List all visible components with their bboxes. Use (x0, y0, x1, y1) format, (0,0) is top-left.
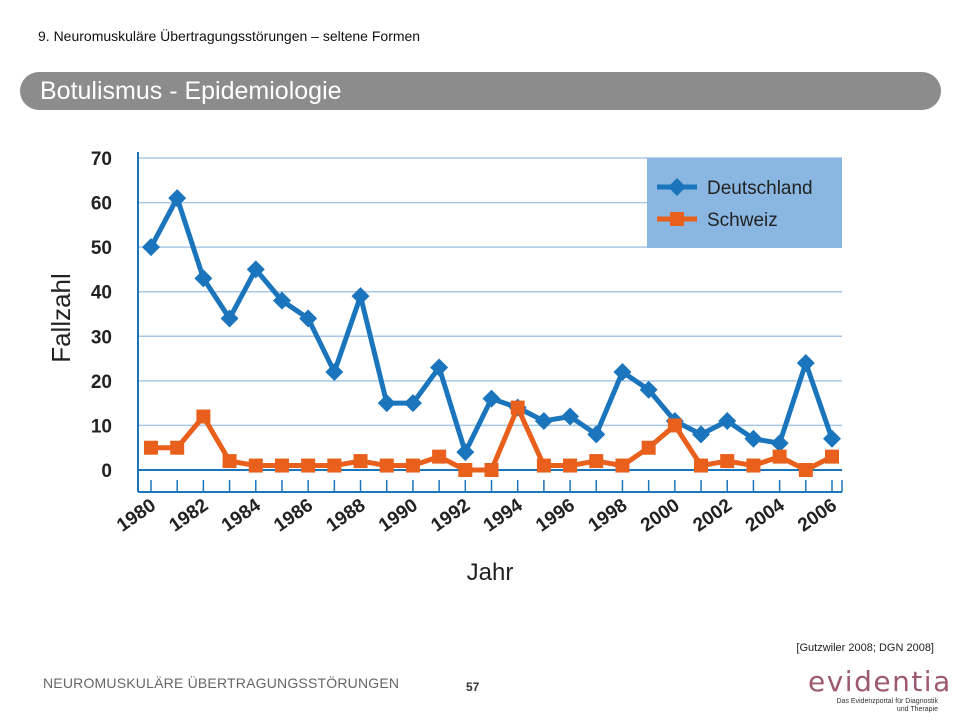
logo-tagline-line1: Das Evidenzportal für Diagnostik (836, 698, 938, 705)
data-point-deutschland (325, 362, 344, 381)
x-tick-label: 1984 (218, 495, 265, 537)
data-point-schweiz (432, 449, 447, 464)
logo-tagline: Das Evidenzportal für Diagnostik und The… (808, 698, 938, 714)
data-point-deutschland (194, 269, 213, 288)
data-point-schweiz (144, 440, 158, 455)
logo-wordmark: evidentia (808, 665, 952, 698)
data-point-deutschland (142, 238, 160, 257)
data-point-schweiz (667, 418, 682, 433)
data-point-deutschland (403, 394, 422, 413)
data-point-schweiz (484, 463, 499, 477)
data-point-schweiz (746, 458, 761, 473)
citation: [Gutzwiler 2008; DGN 2008] (796, 642, 934, 654)
data-point-schweiz (248, 458, 263, 473)
data-point-schweiz (274, 458, 289, 473)
data-point-deutschland (744, 429, 763, 448)
x-tick-label: 1990 (375, 495, 422, 536)
x-tick-label: 1996 (532, 495, 579, 536)
x-tick-label: 1980 (113, 495, 160, 536)
x-tick-label: 1982 (166, 495, 213, 536)
data-point-schweiz (379, 458, 394, 473)
y-tick-label: 0 (101, 461, 112, 482)
evidentia-logo: evidentia Das Evidenzportal für Diagnost… (808, 665, 952, 714)
data-point-schweiz (510, 400, 525, 415)
x-tick-label: 2000 (637, 495, 684, 536)
data-point-schweiz (694, 458, 709, 473)
section-title: 9. Neuromuskuläre Übertragungsstörungen … (38, 28, 421, 44)
data-point-schweiz (170, 440, 185, 455)
x-tick-label: 1994 (480, 495, 527, 537)
data-point-schweiz (772, 449, 787, 464)
data-point-deutschland (796, 354, 815, 373)
x-tick-label: 2002 (689, 495, 736, 536)
data-point-schweiz (563, 458, 578, 473)
data-point-schweiz (458, 463, 473, 477)
x-tick-label: 2006 (794, 495, 841, 536)
data-point-deutschland (430, 358, 449, 377)
x-tick-label: 1988 (323, 495, 370, 536)
data-point-schweiz (798, 463, 813, 477)
x-axis-label: Jahr (467, 559, 514, 586)
data-point-deutschland (220, 309, 239, 328)
data-point-schweiz (196, 409, 211, 424)
legend-label-deutschland: Deutschland (707, 178, 813, 199)
data-point-deutschland (351, 287, 370, 306)
data-point-schweiz (353, 454, 368, 469)
data-point-deutschland (718, 411, 737, 430)
slide-title: Botulismus - Epidemiologie (40, 77, 342, 105)
x-tick-label: 2004 (742, 495, 789, 537)
x-tick-label: 1986 (270, 495, 317, 536)
page-number: 57 (466, 680, 480, 694)
data-point-deutschland (168, 189, 187, 208)
x-tick-label: 1998 (585, 495, 632, 536)
footer-text: NEUROMUSKULÄRE ÜBERTRAGUNGSSTÖRUNGEN (43, 675, 400, 691)
data-point-schweiz (720, 454, 735, 469)
y-tick-label: 20 (91, 372, 112, 393)
logo-tagline-line2: und Therapie (896, 706, 938, 713)
data-point-deutschland (639, 380, 658, 399)
data-point-schweiz (301, 458, 316, 473)
data-point-schweiz (589, 454, 604, 469)
data-point-deutschland (770, 434, 789, 453)
data-point-deutschland (692, 425, 711, 444)
data-point-schweiz (222, 454, 237, 469)
data-point-schweiz (641, 440, 656, 455)
title-bar: Botulismus - Epidemiologie (20, 72, 941, 110)
data-point-deutschland (534, 411, 553, 430)
data-point-deutschland (246, 260, 265, 279)
y-tick-label: 40 (91, 283, 112, 304)
legend-box (647, 158, 842, 248)
y-tick-label: 60 (91, 194, 112, 215)
data-point-deutschland (377, 394, 396, 413)
data-point-schweiz (536, 458, 551, 473)
data-point-schweiz (405, 458, 420, 473)
y-tick-label: 10 (91, 416, 112, 437)
data-point-deutschland (587, 425, 606, 444)
x-tick-label: 1992 (427, 495, 474, 536)
y-axis-label: Fallzahl (46, 273, 76, 363)
y-tick-label: 70 (91, 149, 112, 170)
data-point-deutschland (456, 443, 475, 462)
data-point-deutschland (482, 389, 501, 408)
legend-marker-deutschland (668, 178, 686, 196)
data-point-schweiz (615, 458, 630, 473)
data-point-schweiz (825, 449, 839, 464)
data-point-deutschland (561, 407, 580, 426)
data-point-deutschland (613, 362, 632, 381)
y-tick-label: 30 (91, 327, 112, 348)
data-point-deutschland (299, 309, 318, 328)
data-point-deutschland (823, 429, 841, 448)
legend-label-schweiz: Schweiz (707, 210, 778, 231)
y-tick-label: 50 (91, 238, 112, 259)
legend-marker-schweiz (670, 212, 684, 226)
data-point-deutschland (272, 291, 291, 310)
data-point-schweiz (327, 458, 342, 473)
